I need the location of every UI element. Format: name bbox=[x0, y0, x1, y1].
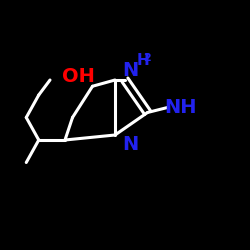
Text: N: N bbox=[122, 136, 138, 154]
Text: OH: OH bbox=[62, 67, 95, 86]
Text: N: N bbox=[122, 60, 138, 80]
Text: H: H bbox=[136, 53, 149, 68]
Text: 2: 2 bbox=[143, 53, 151, 63]
Text: NH: NH bbox=[164, 98, 196, 117]
